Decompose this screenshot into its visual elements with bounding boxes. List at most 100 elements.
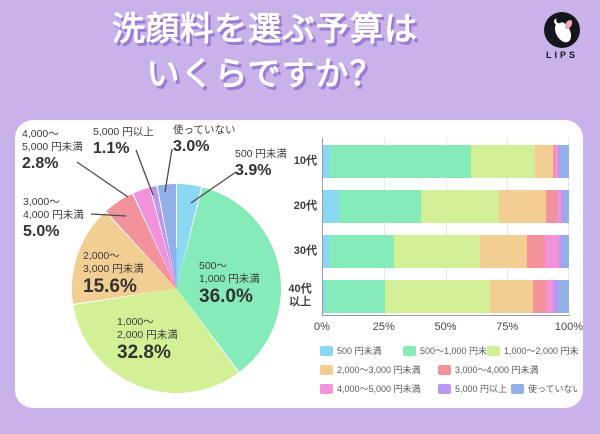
- bar-segment: [489, 280, 533, 313]
- pie-label-pct: 1.1%: [93, 140, 130, 157]
- legend-row: 2,000～3,000 円未満 3,000～4,000 円未満: [320, 360, 578, 379]
- legend-swatch: [320, 345, 333, 356]
- pie-label-text: 5,000 円未満: [22, 141, 83, 153]
- bar-row-40s-plus: [323, 280, 569, 313]
- pie-label-text: 2,000 円未満: [117, 329, 178, 341]
- bar-segment: [558, 145, 560, 178]
- x-tick-100: 100%: [554, 321, 584, 333]
- gridline-100: [568, 138, 569, 315]
- pie-label-under-500: 500 円未満 3.9%: [235, 148, 287, 180]
- title-line-2: いくらですか？: [146, 55, 384, 92]
- y-label-20s: 20代: [293, 200, 317, 212]
- pie-label-pct: 32.8%: [117, 342, 171, 363]
- bar-segment: [323, 190, 339, 223]
- x-tick-0: 0%: [314, 321, 330, 333]
- pie-label-2000-3000: 2,000～ 3,000 円未満 15.6%: [83, 250, 144, 298]
- chart-legend: 500 円未満 500～1,000 円未満 1,000～2,000 円未満 2,000…: [320, 341, 578, 398]
- bar-row-10s: [323, 145, 569, 178]
- legend-swatch: [487, 345, 500, 356]
- legend-item: 2,000～3,000 円未満: [320, 363, 438, 376]
- lips-logo-icon: [544, 12, 580, 48]
- x-axis-line: [322, 315, 570, 316]
- bar-segment: [393, 235, 480, 268]
- legend-label: 3,000～4,000 円未満: [455, 365, 539, 375]
- legend-item: 3,000～4,000 円未満: [438, 363, 578, 376]
- pie-label-4000-5000: 4,000～ 5,000 円未満 2.8%: [22, 128, 83, 173]
- bar-segment: [553, 145, 555, 178]
- legend-swatch: [511, 383, 524, 394]
- pie-label-text: 1,000 円未満: [199, 273, 260, 285]
- x-tick-25: 25%: [372, 321, 395, 333]
- bar-segment: [479, 235, 528, 268]
- y-label-30s: 30代: [293, 245, 317, 257]
- legend-label: 4,000～5,000 円未満: [337, 384, 421, 394]
- bar-segment: [561, 190, 565, 223]
- pie-label-text: 3,000～: [23, 196, 60, 208]
- legend-row: 4,000～5,000 円未満 5,000 円以上 使っていない: [320, 379, 578, 398]
- pie-label-text: 4,000 円未満: [23, 209, 84, 221]
- bar-segment: [558, 280, 569, 313]
- pie-label-text: 500 円未満: [235, 148, 287, 160]
- bar-segment: [545, 190, 558, 223]
- pie-label-pct: 5.0%: [23, 223, 60, 240]
- gridline-50: [445, 138, 447, 315]
- y-axis-line: [322, 138, 323, 315]
- legend-item: 1,000～2,000 円未満: [487, 344, 578, 357]
- legend-label: 2,000～3,000 円未満: [337, 365, 421, 375]
- pie-label-text: 3,000 円未満: [83, 263, 144, 275]
- bar-segment: [471, 145, 535, 178]
- legend-label: 500 円未満: [337, 346, 382, 356]
- legend-swatch: [320, 364, 333, 375]
- bar-segment: [554, 145, 559, 178]
- bar-segment: [562, 235, 569, 268]
- pie-label-text: 使っていない: [173, 124, 236, 136]
- pie-label-1000-2000: 1,000～ 2,000 円未満 32.8%: [117, 316, 178, 364]
- bar-segment: [534, 145, 554, 178]
- pie-label-pct: 3.0%: [173, 138, 210, 155]
- pie-chart: [72, 184, 281, 393]
- stacked-bar-chart: [322, 138, 569, 315]
- gridline-25: [383, 138, 385, 315]
- bar-segment: [559, 145, 569, 178]
- bar-segment: [544, 235, 560, 268]
- bar-segment: [338, 190, 422, 223]
- lips-logo-text: LIPS: [545, 50, 578, 60]
- bar-segment: [421, 190, 499, 223]
- pie-label-pct: 2.8%: [22, 155, 59, 172]
- y-label-40s-plus: 40代以上: [288, 283, 312, 308]
- bar-segment: [553, 280, 559, 313]
- title-line-1: 洗顔料を選ぶ予算は: [112, 10, 418, 47]
- pie-label-pct: 36.0%: [199, 286, 253, 307]
- bar-segment: [498, 190, 546, 223]
- page-title: 洗顔料を選ぶ予算は いくらですか？: [0, 6, 530, 96]
- bar-segment: [323, 145, 331, 178]
- pie-label-not-using: 使っていない 3.0%: [173, 124, 235, 156]
- legend-item: 5,000 円以上: [438, 382, 511, 395]
- bar-segment: [532, 280, 548, 313]
- pie-label-text: 4,000～: [22, 128, 59, 140]
- bar-segment: [385, 280, 490, 313]
- bar-segment: [564, 190, 569, 223]
- legend-label: 1,000～2,000 円未満: [504, 346, 578, 356]
- bar-segment: [324, 280, 386, 313]
- legend-label: 5,000 円以上: [455, 384, 508, 394]
- pie-label-text: 500～: [199, 260, 228, 272]
- legend-swatch: [438, 383, 451, 394]
- legend-item: 使っていない: [511, 382, 578, 395]
- legend-swatch: [438, 364, 451, 375]
- legend-swatch: [403, 345, 416, 356]
- legend-label: 500～1,000 円未満: [420, 346, 487, 356]
- bar-segment: [323, 280, 325, 313]
- bar-segment: [330, 145, 472, 178]
- pie-label-pct: 15.6%: [83, 276, 137, 297]
- bar-segment: [527, 235, 545, 268]
- legend-swatch: [320, 383, 333, 394]
- lips-logo: LIPS: [540, 12, 584, 60]
- bar-segment: [547, 280, 554, 313]
- pie-label-text: 2,000～: [83, 250, 120, 262]
- x-tick-75: 75%: [496, 321, 519, 333]
- bar-segment: [323, 235, 331, 268]
- x-tick-50: 50%: [434, 321, 457, 333]
- y-label-10s: 10代: [293, 155, 317, 167]
